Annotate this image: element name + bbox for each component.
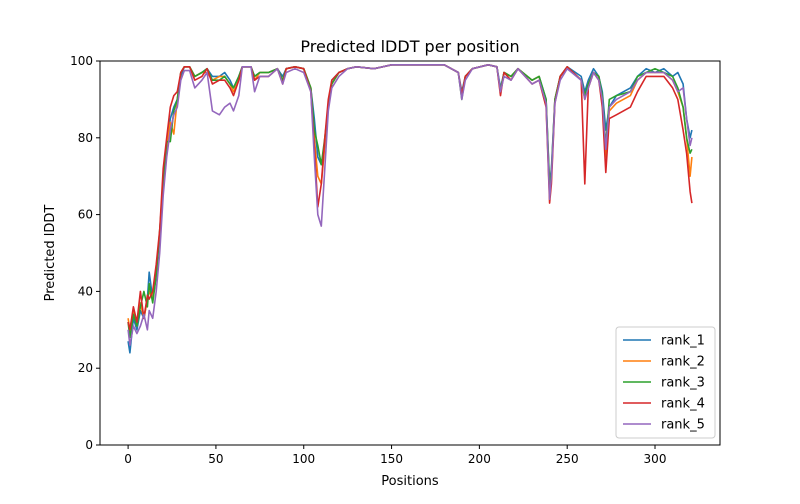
y-tick-label: 80 xyxy=(78,131,93,145)
x-tick-label: 300 xyxy=(644,452,667,466)
y-tick-label: 60 xyxy=(78,208,93,222)
y-tick-label: 0 xyxy=(85,438,93,452)
axes-frame xyxy=(99,60,721,446)
x-tick-label: 200 xyxy=(468,452,491,466)
legend-label: rank_4 xyxy=(661,397,705,412)
x-tick-label: 100 xyxy=(292,452,315,466)
series-line-rank_3 xyxy=(127,64,693,339)
y-axis-label: Predicted lDDT xyxy=(43,205,58,302)
y-tick-label: 20 xyxy=(78,361,93,375)
legend-label: rank_1 xyxy=(661,334,705,349)
chart-title: Predicted lDDT per position xyxy=(300,37,519,56)
x-tick-label: 150 xyxy=(380,452,403,466)
legend-label: rank_3 xyxy=(661,376,705,391)
x-axis: 0 50 100 150 200 250 300 xyxy=(124,445,666,466)
x-axis-label: Positions xyxy=(381,474,439,489)
legend-box xyxy=(615,326,716,439)
series-line-rank_5 xyxy=(127,64,693,347)
x-tick-label: 50 xyxy=(208,452,223,466)
x-tick-label: 0 xyxy=(124,452,132,466)
legend-label: rank_2 xyxy=(661,355,705,370)
legend: rank_1 rank_2 rank_3 rank_4 rank_5 xyxy=(615,326,716,439)
y-tick-label: 40 xyxy=(78,284,93,298)
series-layer xyxy=(127,64,693,354)
legend-label: rank_5 xyxy=(661,418,705,433)
y-tick-label: 100 xyxy=(70,54,93,68)
x-tick-label: 250 xyxy=(556,452,579,466)
y-axis: 0 20 40 60 80 100 xyxy=(70,54,100,452)
